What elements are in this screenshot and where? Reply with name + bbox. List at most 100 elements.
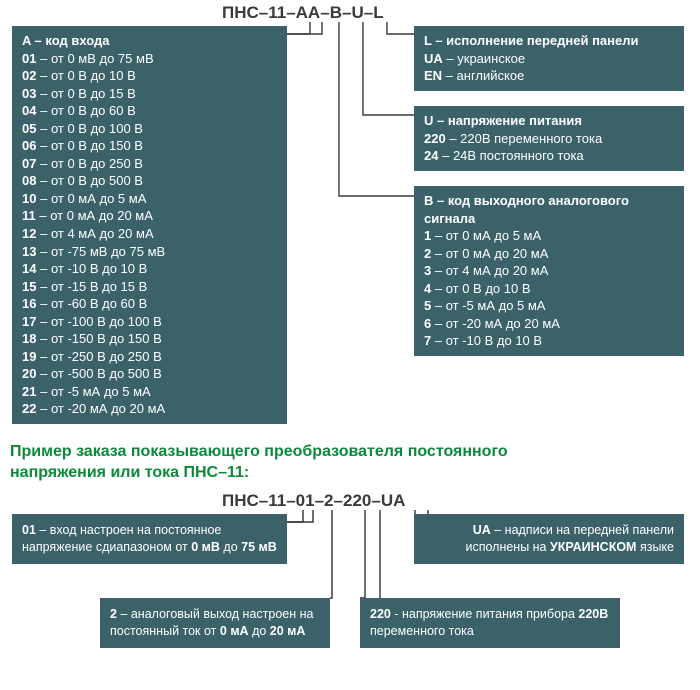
row-desc: от 0 В до 10 В [446, 281, 531, 296]
formula-main: ПНС–11–AA–B–U–L [222, 3, 384, 23]
row-code: EN [424, 68, 442, 83]
row-desc: от 0 мА до 5 мА [446, 228, 541, 243]
row-code: 01 [22, 51, 36, 66]
row-code: 06 [22, 138, 36, 153]
code-row: 1 – от 0 мА до 5 мА [424, 227, 674, 245]
box-input-title: A – код входа [22, 32, 277, 50]
code-row: UA – украинское [424, 50, 674, 68]
row-desc: от 0 В до 250 В [51, 156, 143, 171]
row-code: 16 [22, 296, 36, 311]
row-desc: от -150 В до 150 В [51, 331, 162, 346]
ex-b: 2 [324, 491, 333, 510]
code-row: 03 – от 0 В до 15 В [22, 85, 277, 103]
code-row: 7 – от -10 В до 10 В [424, 332, 674, 350]
ex-l: UA [381, 491, 406, 510]
code-row: 08 – от 0 В до 500 В [22, 172, 277, 190]
code-row: 10 – от 0 мА до 5 мА [22, 190, 277, 208]
row-desc: от 0 В до 15 В [51, 86, 136, 101]
row-desc: 24В постоянного тока [453, 148, 584, 163]
row-code: 10 [22, 191, 36, 206]
code-row: 22 – от -20 мА до 20 мА [22, 400, 277, 418]
row-code: 07 [22, 156, 36, 171]
code-row: 06 – от 0 В до 150 В [22, 137, 277, 155]
row-desc: от 4 мА до 20 мА [446, 263, 549, 278]
formula-aa: AA [296, 3, 321, 22]
row-code: 13 [22, 244, 36, 259]
formula-prefix: ПНС–11– [222, 3, 296, 22]
row-code: 04 [22, 103, 36, 118]
code-row: 4 – от 0 В до 10 В [424, 280, 674, 298]
formula-u: U [351, 3, 363, 22]
example-heading: Пример заказа показывающего преобразоват… [10, 442, 690, 484]
code-row: 18 – от -150 В до 150 В [22, 330, 277, 348]
ex-u: 220 [343, 491, 371, 510]
code-row: 12 – от 4 мА до 20 мА [22, 225, 277, 243]
box-output-title: B – код выходного аналогового сигнала [424, 192, 674, 227]
code-row: 20 – от -500 В до 500 В [22, 365, 277, 383]
row-desc: от -60 В до 60 В [51, 296, 147, 311]
code-row: 07 – от 0 В до 250 В [22, 155, 277, 173]
row-desc: от 0 В до 500 В [51, 173, 143, 188]
row-desc: от -20 мА до 20 мА [51, 401, 165, 416]
row-desc: от 4 мА до 20 мА [51, 226, 154, 241]
row-code: 21 [22, 384, 36, 399]
row-code: 20 [22, 366, 36, 381]
code-row: 15 – от -15 В до 15 В [22, 278, 277, 296]
row-code: UA [424, 51, 443, 66]
row-code: 05 [22, 121, 36, 136]
code-row: 14 – от -10 В до 10 В [22, 260, 277, 278]
code-row: 02 – от 0 В до 10 В [22, 67, 277, 85]
row-desc: от 0 мА до 5 мА [51, 191, 146, 206]
code-row: 21 – от -5 мА до 5 мА [22, 383, 277, 401]
row-code: 19 [22, 349, 36, 364]
formula-b: B [330, 3, 342, 22]
row-desc: от -5 мА до 5 мА [446, 298, 546, 313]
example-panel: UA – надписи на передней панели исполнен… [414, 514, 684, 564]
row-desc: от -500 В до 500 В [51, 366, 162, 381]
code-row: 17 – от -100 В до 100 В [22, 313, 277, 331]
code-row: 24 – 24В постоянного тока [424, 147, 674, 165]
example-voltage: 220 - напряжение питания прибора 220В пе… [360, 598, 620, 648]
row-desc: от 0 мВ до 75 мВ [51, 51, 154, 66]
row-desc: от 0 В до 100 В [51, 121, 143, 136]
code-row: 04 – от 0 В до 60 В [22, 102, 277, 120]
box-input-code: A – код входа 01 – от 0 мВ до 75 мВ02 – … [12, 26, 287, 424]
row-desc: от -20 мА до 20 мА [446, 316, 560, 331]
row-desc: английское [457, 68, 525, 83]
row-code: 18 [22, 331, 36, 346]
row-desc: от -100 В до 100 В [51, 314, 162, 329]
box-output-signal: B – код выходного аналогового сигнала 1 … [414, 186, 684, 356]
row-desc: от 0 мА до 20 мА [446, 246, 549, 261]
code-row: EN – английское [424, 67, 674, 85]
row-desc: от -5 мА до 5 мА [51, 384, 151, 399]
row-desc: от -15 В до 15 В [51, 279, 147, 294]
box-voltage-title: U – напряжение питания [424, 112, 674, 130]
row-desc: украинское [457, 51, 525, 66]
row-desc: от -10 В до 10 В [51, 261, 147, 276]
row-code: 17 [22, 314, 36, 329]
row-code: 02 [22, 68, 36, 83]
row-code: 12 [22, 226, 36, 241]
row-code: 14 [22, 261, 36, 276]
row-desc: от -250 В до 250 В [51, 349, 162, 364]
code-row: 5 – от -5 мА до 5 мА [424, 297, 674, 315]
row-code: 24 [424, 148, 438, 163]
box-voltage: U – напряжение питания 220 – 220В переме… [414, 106, 684, 171]
code-row: 05 – от 0 В до 100 В [22, 120, 277, 138]
formula-example: ПНС–11–01–2–220–UA [222, 491, 405, 511]
code-row: 01 – от 0 мВ до 75 мВ [22, 50, 277, 68]
row-desc: от -10 В до 10 В [446, 333, 542, 348]
code-row: 13 – от -75 мВ до 75 мВ [22, 243, 277, 261]
code-row: 11 – от 0 мА до 20 мА [22, 207, 277, 225]
code-row: 220 – 220В переменного тока [424, 130, 674, 148]
row-code: 15 [22, 279, 36, 294]
box-front-panel: L – исполнение передней панели UA – укра… [414, 26, 684, 91]
box-panel-title: L – исполнение передней панели [424, 32, 674, 50]
example-input: 01 – вход настроен на постоянное напряже… [12, 514, 287, 564]
row-desc: 220В переменного тока [460, 131, 602, 146]
row-desc: от 0 мА до 20 мА [50, 208, 153, 223]
code-row: 2 – от 0 мА до 20 мА [424, 245, 674, 263]
code-row: 16 – от -60 В до 60 В [22, 295, 277, 313]
row-code: 22 [22, 401, 36, 416]
example-output: 2 – аналоговый выход настроен на постоян… [100, 598, 330, 648]
